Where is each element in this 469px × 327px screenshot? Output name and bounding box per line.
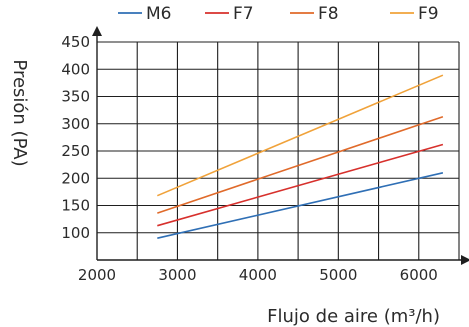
x-tick-label: 5000 (319, 266, 357, 284)
series-line-m6 (157, 172, 444, 239)
legend-label-f7: F7 (233, 4, 254, 24)
x-axis-arrow (461, 255, 469, 265)
x-tick-label: 4000 (239, 266, 277, 284)
y-tick-label: 250 (61, 142, 90, 160)
y-tick-label: 450 (61, 33, 90, 51)
legend-label-f8: F8 (318, 4, 339, 24)
tick-labels: 2000 3000 4000 5000 6000 100 150 200 250 300 350 40… (61, 33, 438, 284)
series-line-f9 (156, 74, 444, 197)
x-tick-label: 6000 (400, 266, 438, 284)
x-tick-label: 3000 (158, 266, 196, 284)
y-tick-label: 150 (61, 197, 90, 215)
y-tick-label: 100 (61, 224, 90, 242)
axes (92, 26, 469, 265)
y-tick-label: 350 (61, 88, 90, 106)
grid (97, 41, 460, 260)
y-tick-label: 200 (61, 169, 90, 187)
legend-label-f9: F9 (418, 4, 439, 24)
legend: M6 F7 F8 F9 (118, 4, 439, 24)
x-axis-title: Flujo de aire (m³/h) (267, 306, 440, 327)
series-lines (156, 74, 444, 239)
series-line-f7 (157, 143, 444, 227)
y-tick-label: 300 (61, 115, 90, 133)
legend-label-m6: M6 (146, 4, 171, 24)
y-axis-arrow (92, 26, 102, 36)
x-tick-label: 2000 (78, 266, 116, 284)
y-axis-title: Presión (PA) (9, 59, 30, 166)
y-tick-label: 400 (61, 60, 90, 78)
series-line-f8 (157, 115, 444, 214)
